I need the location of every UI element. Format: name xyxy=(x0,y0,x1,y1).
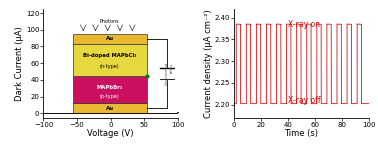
Text: X-ray off: X-ray off xyxy=(288,96,321,105)
X-axis label: Voltage (V): Voltage (V) xyxy=(87,129,134,138)
Y-axis label: Dark Current (μA): Dark Current (μA) xyxy=(15,26,25,101)
Y-axis label: Current density (μA cm⁻²): Current density (μA cm⁻²) xyxy=(204,9,213,118)
Text: X-ray on: X-ray on xyxy=(288,20,320,29)
X-axis label: Time (s): Time (s) xyxy=(284,129,318,138)
